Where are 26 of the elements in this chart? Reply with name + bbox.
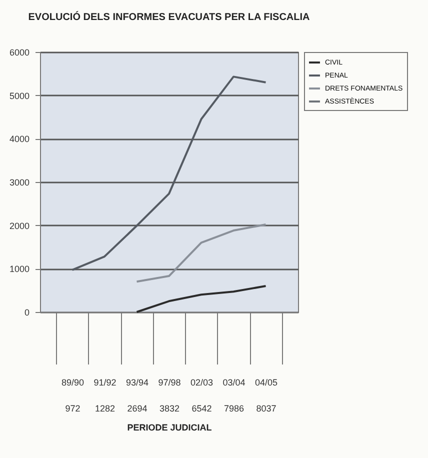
y-tick-label: 5000	[9, 90, 30, 101]
y-tick-label: 3000	[9, 178, 30, 188]
y-tick-label: 1000	[9, 264, 30, 274]
text: 2694	[127, 404, 148, 414]
x-axis-title: PERIODE JUDICIAL	[127, 422, 212, 432]
x-tick-label: 93/94	[126, 378, 149, 388]
x-tick-label: 02/03	[190, 378, 214, 388]
text: 7986	[224, 404, 244, 414]
x-tick-label: 97/98	[158, 378, 181, 388]
line-series	[71, 76, 267, 271]
line-series	[136, 285, 267, 313]
y-tick-label: 2000	[9, 220, 30, 231]
y-tick-label: 6000	[9, 48, 30, 58]
x-tick-label: 91/92	[94, 378, 116, 388]
x-tick-label: 03/04	[222, 378, 246, 388]
y-tick-label: 4000	[9, 134, 30, 144]
text: 6542	[192, 404, 212, 414]
text: 972	[65, 404, 80, 414]
x-tick-label: 04/05	[254, 378, 278, 388]
y-tick-label: 0	[24, 308, 30, 318]
x-tick-label: 89/90	[61, 378, 84, 388]
text: 1282	[94, 404, 116, 414]
text: 3832	[159, 404, 180, 414]
chart-title: EVOLUCIÓ DELS INFORMES EVACUATS PER LA FISCALIA	[28, 11, 310, 23]
line-series	[136, 223, 267, 283]
text: 8037	[256, 404, 276, 414]
